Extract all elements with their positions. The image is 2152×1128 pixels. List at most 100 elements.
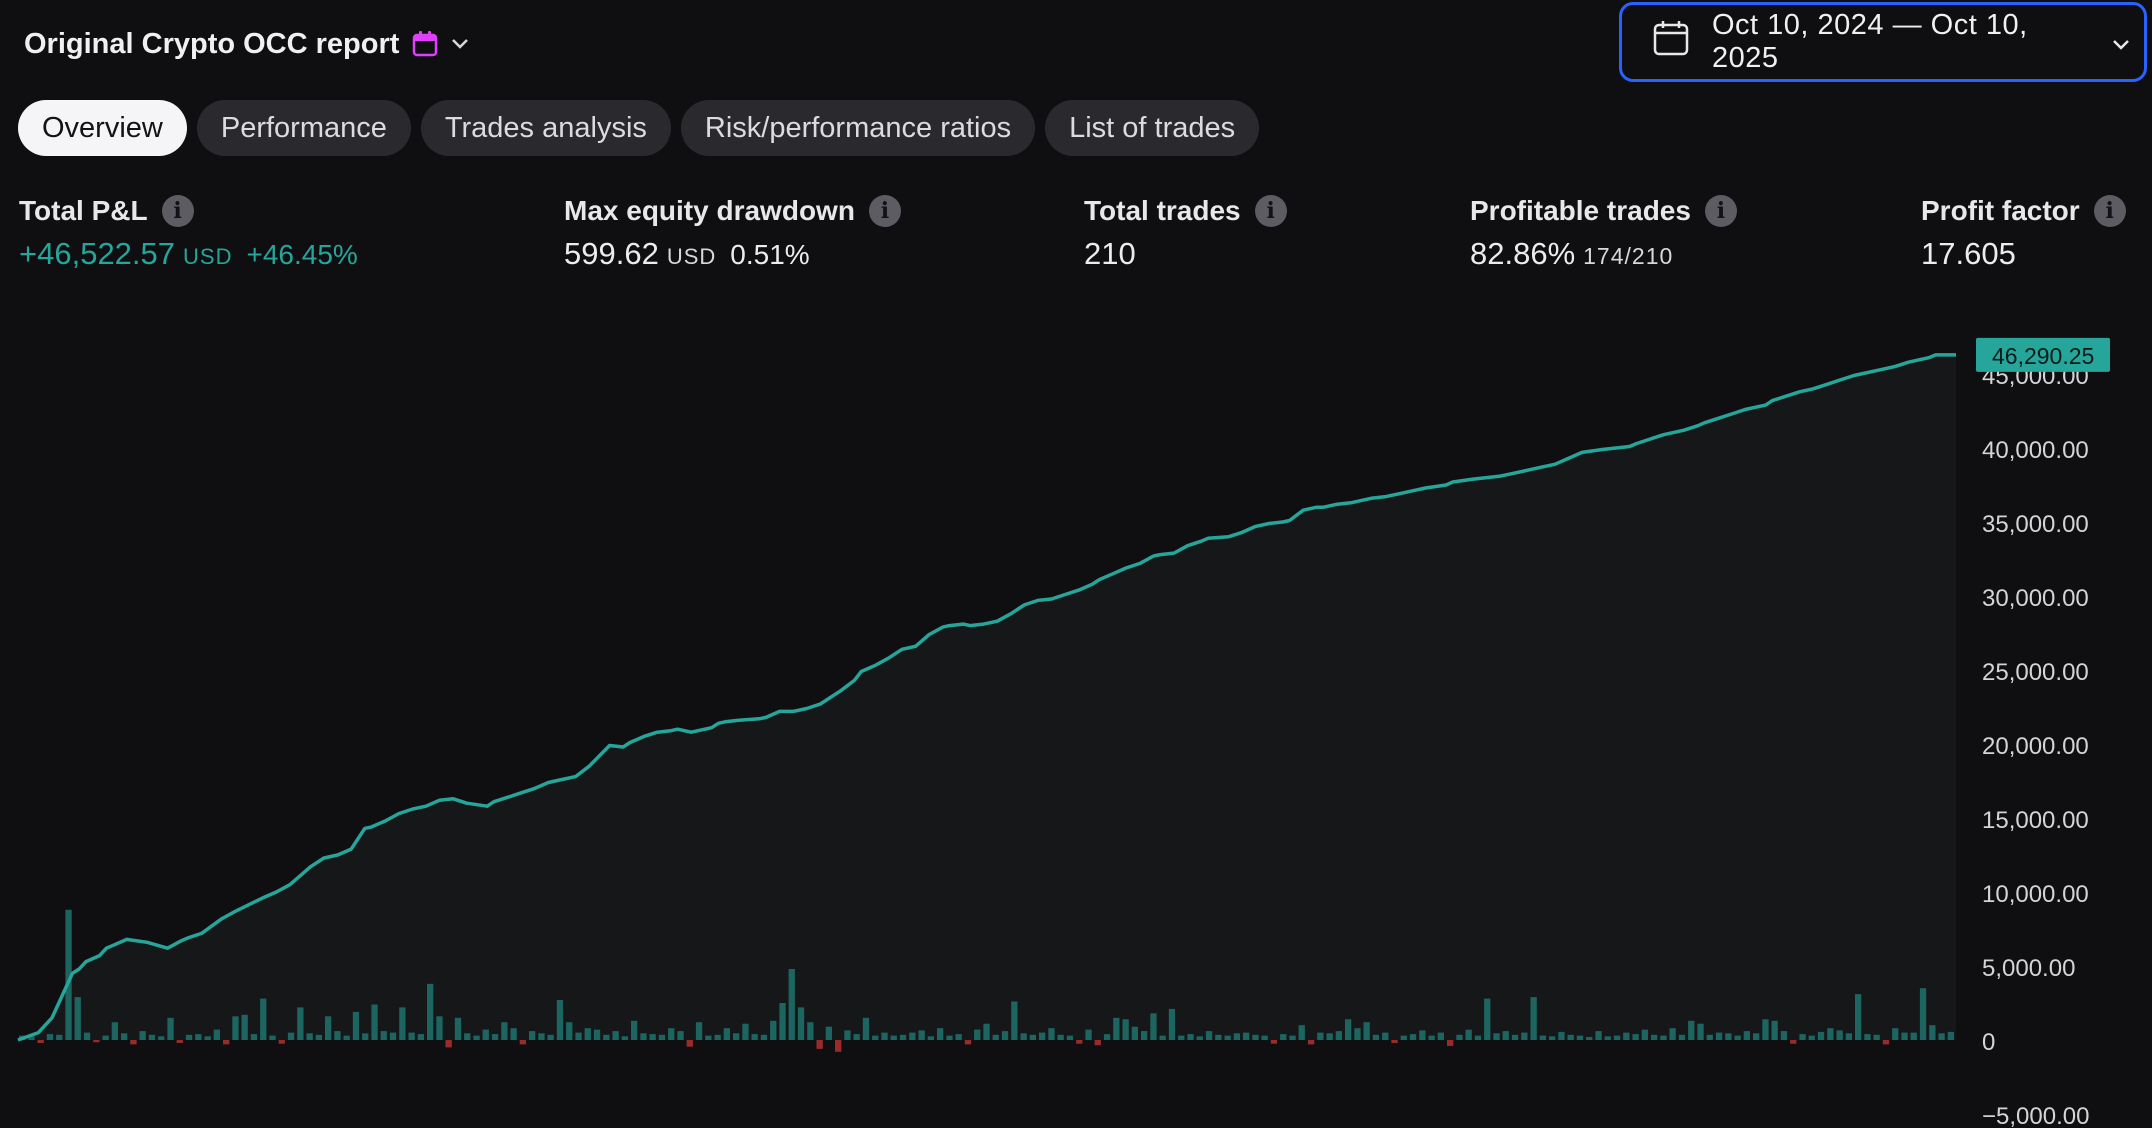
trade-pnl-bar xyxy=(1057,1034,1064,1040)
metric-detail: 174/210 xyxy=(1583,243,1674,269)
trade-pnl-bar xyxy=(473,1035,480,1040)
trade-pnl-bar xyxy=(1780,1031,1788,1040)
trade-pnl-bar xyxy=(1456,1034,1463,1040)
trade-pnl-bar xyxy=(1604,1036,1611,1040)
trade-pnl-bar xyxy=(491,1034,499,1040)
trade-pnl-bar xyxy=(185,1034,193,1040)
trade-pnl-bar xyxy=(816,1040,823,1049)
trade-pnl-bar xyxy=(1391,1040,1398,1043)
trade-pnl-bar xyxy=(371,1004,378,1040)
trade-pnl-bar xyxy=(992,1034,999,1040)
trade-pnl-bar xyxy=(1762,1019,1769,1040)
trade-pnl-bar xyxy=(1150,1013,1157,1040)
info-icon[interactable]: i xyxy=(161,195,194,227)
trade-pnl-bar xyxy=(1326,1033,1333,1040)
tab-overview[interactable]: Overview xyxy=(18,100,187,156)
trade-pnl-bar xyxy=(964,1040,972,1045)
trade-pnl-bar xyxy=(1530,997,1537,1040)
trade-pnl-bar xyxy=(853,1034,860,1040)
trade-pnl-bar xyxy=(93,1040,100,1043)
date-range-picker[interactable]: Oct 10, 2024 — Oct 10, 2025 xyxy=(1619,2,2147,82)
trade-pnl-bar xyxy=(1623,1032,1630,1040)
trade-pnl-bar xyxy=(1400,1035,1407,1040)
trade-pnl-bar xyxy=(1020,1033,1027,1040)
info-icon[interactable]: i xyxy=(2093,195,2126,227)
trade-pnl-bar xyxy=(547,1034,554,1040)
tab-risk-performance-ratios[interactable]: Risk/performance ratios xyxy=(680,100,1036,156)
trade-pnl-bar xyxy=(241,1014,248,1040)
report-title-menu[interactable]: Original Crypto OCC report xyxy=(24,24,469,64)
trade-pnl-bar xyxy=(1094,1040,1101,1046)
trade-pnl-bar xyxy=(825,1026,832,1040)
trade-pnl-bar xyxy=(1725,1033,1732,1040)
trade-pnl-bar xyxy=(1864,1034,1871,1040)
trade-pnl-bar xyxy=(1261,1035,1268,1040)
trade-pnl-bar xyxy=(1419,1030,1426,1040)
trade-pnl-bar xyxy=(1317,1032,1324,1040)
info-icon[interactable]: i xyxy=(1704,195,1737,227)
trade-pnl-bar xyxy=(1688,1020,1695,1040)
trade-pnl-bar xyxy=(538,1033,545,1040)
trade-pnl-bar xyxy=(1549,1036,1556,1040)
info-icon[interactable]: i xyxy=(868,195,901,227)
metric-profit-factor: Profit factor i 17.605 xyxy=(1921,190,2126,272)
date-range-label: Oct 10, 2024 — Oct 10, 2025 xyxy=(1712,9,2028,74)
trade-pnl-bar xyxy=(111,1022,118,1040)
trade-pnl-bar xyxy=(1521,1032,1528,1040)
tab-trades-analysis[interactable]: Trades analysis xyxy=(420,100,671,156)
trade-pnl-bar xyxy=(1298,1025,1305,1040)
trade-pnl-bar xyxy=(1066,1035,1074,1040)
trade-pnl-bar xyxy=(751,1034,758,1040)
equity-chart[interactable]: 45,000.0040,000.0035,000.0030,000.0025,0… xyxy=(0,300,2152,1128)
trade-pnl-bar xyxy=(1669,1028,1676,1040)
trade-pnl-bar xyxy=(946,1035,953,1040)
trade-pnl-bar xyxy=(1113,1017,1120,1040)
trade-pnl-bar xyxy=(297,1007,304,1040)
trade-pnl-bar xyxy=(890,1035,897,1040)
trade-pnl-bar xyxy=(362,1033,369,1040)
y-tick-label: 5,000.00 xyxy=(1982,955,2075,982)
info-icon[interactable]: i xyxy=(1254,195,1287,227)
trade-pnl-bar xyxy=(1855,994,1862,1040)
trade-pnl-bar xyxy=(1363,1022,1370,1040)
y-tick-label: 30,000.00 xyxy=(1982,585,2089,612)
trade-pnl-bar xyxy=(1178,1035,1185,1040)
trade-pnl-bar xyxy=(631,1020,638,1040)
metric-label: Total trades xyxy=(1084,195,1241,226)
trade-pnl-bar xyxy=(1567,1034,1574,1040)
trade-pnl-bar xyxy=(1001,1031,1009,1040)
trade-pnl-bar xyxy=(575,1032,582,1040)
trade-pnl-bar xyxy=(668,1028,675,1040)
trade-pnl-bar xyxy=(1122,1019,1129,1040)
trade-pnl-bar xyxy=(83,1032,91,1040)
trade-pnl-bar xyxy=(167,1017,174,1040)
trade-pnl-bar xyxy=(1205,1031,1213,1040)
trade-pnl-bar xyxy=(1910,1032,1917,1040)
tab-list-of-trades[interactable]: List of trades xyxy=(1045,100,1260,156)
trade-pnl-bar xyxy=(1845,1033,1852,1040)
trade-pnl-bar xyxy=(983,1023,990,1040)
trade-pnl-bar xyxy=(482,1029,489,1040)
report-tabs: Overview Performance Trades analysis Ris… xyxy=(18,100,1260,156)
trade-pnl-bar xyxy=(28,1036,35,1040)
trade-pnl-bar xyxy=(176,1040,183,1043)
chevron-down-icon xyxy=(451,38,469,50)
trade-pnl-bar xyxy=(1873,1034,1880,1040)
trade-pnl-bar xyxy=(1790,1040,1797,1044)
metric-profitable-trades: Profitable trades i 82.86% 174/210 xyxy=(1470,190,1737,272)
trade-pnl-bar xyxy=(1048,1028,1055,1040)
trade-pnl-bar xyxy=(1447,1040,1454,1046)
trade-pnl-bar xyxy=(612,1031,619,1040)
tab-performance[interactable]: Performance xyxy=(196,100,411,156)
trade-pnl-bar xyxy=(1929,1025,1936,1040)
trade-pnl-bar xyxy=(1243,1032,1250,1040)
trade-pnl-bar xyxy=(1354,1028,1361,1040)
trade-pnl-bar xyxy=(1372,1034,1380,1040)
trade-pnl-bar xyxy=(1103,1034,1111,1040)
trade-pnl-bar xyxy=(677,1031,684,1040)
trade-pnl-bar xyxy=(1196,1036,1203,1040)
trade-pnl-bar xyxy=(603,1034,610,1040)
trade-pnl-bar xyxy=(1437,1032,1444,1040)
trade-pnl-bar xyxy=(1224,1035,1231,1040)
y-tick-label: 25,000.00 xyxy=(1982,659,2089,686)
